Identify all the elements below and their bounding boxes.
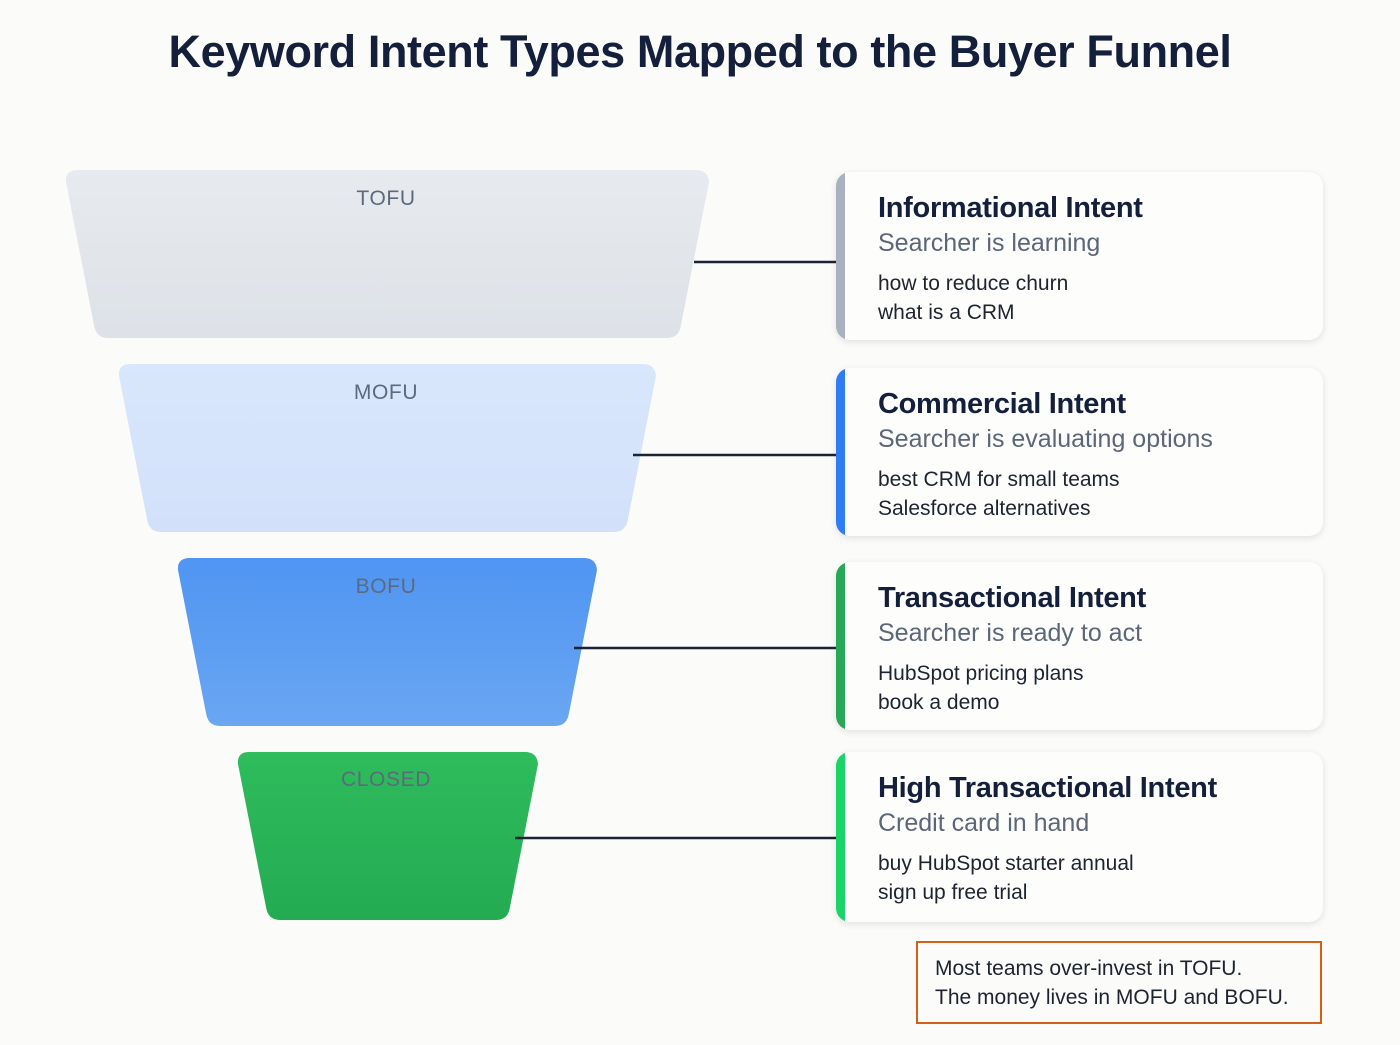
card-accent-bar	[836, 562, 845, 730]
intent-card-high-transactional[interactable]: High Transactional Intent Credit card in…	[836, 752, 1323, 922]
card-accent-bar	[836, 752, 845, 922]
callout-line: The money lives in MOFU and BOFU.	[935, 986, 1289, 1009]
intent-card-informational[interactable]: Informational Intent Searcher is learnin…	[836, 172, 1323, 340]
callout-line: Most teams over-invest in TOFU.	[935, 957, 1243, 980]
funnel-label-mofu: MOFU	[353, 381, 419, 404]
funnel-label-closed: CLOSED	[341, 768, 431, 791]
funnel-label-bofu: BOFU	[355, 575, 417, 598]
card-keyword: HubSpot pricing plans	[878, 662, 1084, 685]
card-keyword: how to reduce churn	[878, 272, 1069, 295]
card-keyword: book a demo	[878, 691, 1000, 714]
callout-box: Most teams over-invest in TOFU. The mone…	[916, 941, 1322, 1024]
card-subtitle: Searcher is learning	[878, 229, 1101, 257]
card-subtitle: Credit card in hand	[878, 809, 1090, 837]
card-keyword: best CRM for small teams	[878, 468, 1120, 491]
card-title: Informational Intent	[878, 192, 1143, 224]
card-keyword: what is a CRM	[878, 301, 1015, 324]
page-title: Keyword Intent Types Mapped to the Buyer…	[168, 26, 1232, 77]
card-keyword: buy HubSpot starter annual	[878, 852, 1134, 875]
card-title: High Transactional Intent	[878, 772, 1217, 804]
card-title: Transactional Intent	[878, 582, 1146, 614]
card-title: Commercial Intent	[878, 388, 1126, 420]
card-keyword: sign up free trial	[878, 881, 1028, 904]
intent-card-transactional[interactable]: Transactional Intent Searcher is ready t…	[836, 562, 1323, 730]
card-accent-bar	[836, 172, 845, 340]
card-subtitle: Searcher is evaluating options	[878, 425, 1213, 453]
card-accent-bar	[836, 368, 845, 536]
intent-card-commercial[interactable]: Commercial Intent Searcher is evaluating…	[836, 368, 1323, 536]
card-keyword: Salesforce alternatives	[878, 497, 1091, 520]
card-subtitle: Searcher is ready to act	[878, 619, 1143, 647]
funnel-label-tofu: TOFU	[356, 187, 416, 210]
